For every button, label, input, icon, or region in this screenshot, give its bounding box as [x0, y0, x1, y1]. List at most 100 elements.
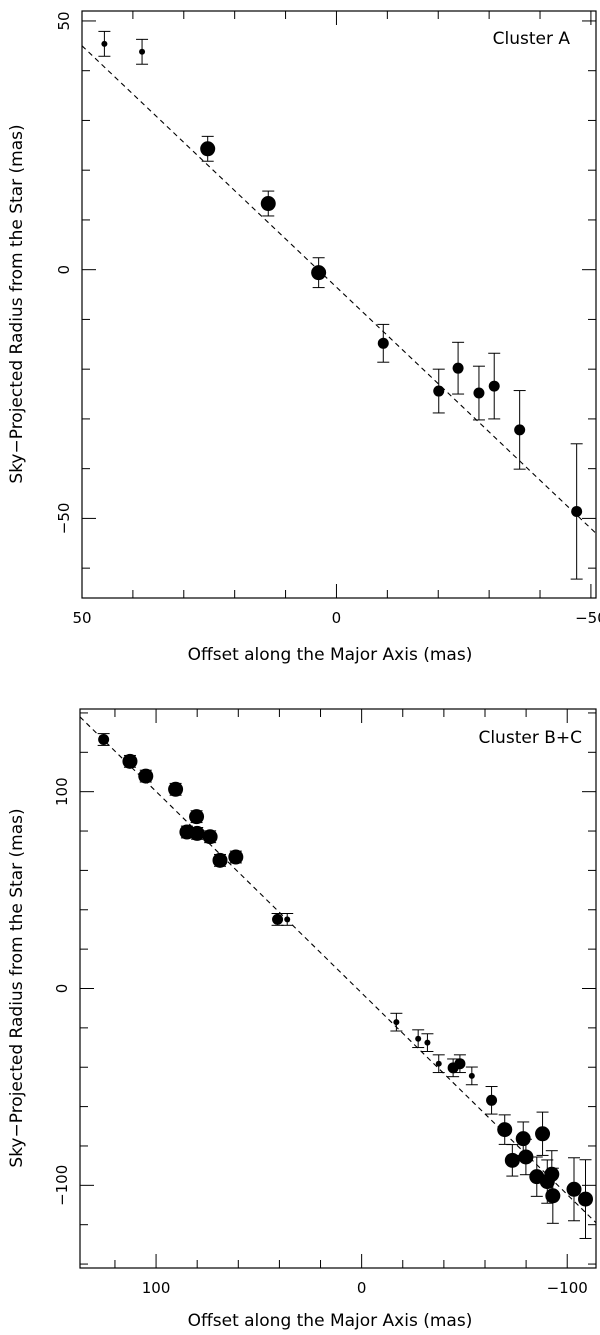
data-point	[138, 768, 154, 784]
data-point	[497, 1114, 513, 1145]
data-point	[421, 1033, 434, 1052]
point-marker	[433, 385, 445, 397]
data-point	[504, 1144, 520, 1177]
point-marker	[571, 505, 583, 517]
point-marker	[212, 852, 228, 868]
data-point	[570, 443, 583, 580]
data-point	[311, 257, 327, 289]
y-tick-label-0: 0	[53, 984, 71, 994]
point-marker	[311, 265, 327, 281]
point-marker	[454, 1058, 466, 1070]
point-marker	[228, 849, 244, 865]
point-marker	[189, 825, 205, 841]
point-marker	[488, 380, 500, 392]
panel-cluster-a: Cluster A Offset along the Major Axis (m…	[7, 10, 600, 665]
point-marker	[200, 141, 216, 157]
data-point	[168, 781, 184, 797]
panel-cluster-bc: Cluster B+C Offset along the Major Axis …	[7, 708, 597, 1331]
x-tick-label-100: 100	[142, 1279, 171, 1297]
point-marker	[544, 1166, 560, 1182]
y-tick-label-minus-50: −50	[55, 503, 73, 535]
plot-frame	[81, 10, 597, 599]
data-point	[465, 1066, 478, 1086]
x-tick-label-0: 0	[332, 609, 342, 627]
x-tick-label-minus-50: −50	[575, 609, 600, 627]
data-point	[535, 1111, 551, 1156]
fit-line	[79, 716, 597, 1224]
x-tick-label-minus-100: −100	[547, 1279, 588, 1297]
point-marker	[168, 781, 184, 797]
point-marker	[468, 1072, 475, 1079]
chart-title: Cluster A	[493, 29, 571, 49]
point-marker	[578, 1191, 594, 1207]
data-point	[212, 852, 228, 868]
point-marker	[415, 1035, 422, 1042]
data-point	[485, 1086, 498, 1115]
y-axis-label: Sky−Projected Radius from the Star (mas)	[7, 808, 27, 1167]
point-marker	[122, 753, 138, 769]
point-marker	[435, 1060, 442, 1067]
x-axis-label: Offset along the Major Axis (mas)	[188, 645, 473, 665]
data-point	[412, 1029, 425, 1049]
data-points	[98, 30, 583, 580]
point-marker	[138, 768, 154, 784]
data-point	[545, 1167, 561, 1224]
point-marker	[486, 1094, 498, 1106]
point-marker	[452, 362, 464, 374]
point-marker	[272, 913, 284, 925]
point-marker	[497, 1122, 513, 1138]
point-marker	[514, 424, 526, 436]
y-tick-label-minus-100: −100	[53, 1165, 71, 1206]
data-point	[452, 341, 465, 395]
point-marker	[284, 916, 291, 923]
point-marker	[189, 809, 205, 825]
y-tick-label-50: 50	[55, 11, 73, 30]
data-point	[578, 1159, 594, 1239]
tick-marks	[80, 709, 596, 1268]
x-tick-label-50: 50	[72, 609, 91, 627]
point-marker	[98, 734, 110, 746]
point-marker	[393, 1019, 400, 1026]
data-point	[200, 135, 216, 162]
point-marker	[101, 40, 108, 47]
data-point	[136, 38, 149, 65]
data-point	[122, 753, 138, 769]
data-point	[228, 849, 244, 865]
point-marker	[260, 196, 276, 212]
data-point	[488, 352, 501, 420]
point-marker	[202, 829, 218, 845]
x-tick-label-0: 0	[357, 1279, 367, 1297]
y-tick-label-100: 100	[53, 777, 71, 806]
point-marker	[424, 1039, 431, 1046]
data-point	[513, 390, 526, 470]
data-point	[260, 190, 276, 217]
data-point	[281, 913, 294, 926]
data-point	[566, 1157, 582, 1222]
data-point	[189, 825, 205, 841]
tick-marks	[81, 11, 596, 598]
y-axis-label: Sky−Projected Radius from the Star (mas)	[7, 124, 27, 483]
x-axis-label: Offset along the Major Axis (mas)	[188, 1311, 473, 1331]
y-tick-label-0: 0	[55, 265, 73, 275]
data-point	[377, 323, 390, 363]
data-point	[202, 829, 218, 845]
point-marker	[139, 48, 146, 55]
data-point	[97, 733, 110, 746]
data-points	[97, 733, 594, 1239]
point-marker	[566, 1181, 582, 1197]
data-point	[472, 365, 485, 421]
fit-line	[81, 45, 597, 534]
data-point	[390, 1012, 403, 1032]
data-point	[98, 30, 111, 57]
data-point	[432, 1054, 445, 1074]
data-point	[189, 809, 205, 825]
point-marker	[545, 1188, 561, 1204]
point-marker	[473, 387, 485, 399]
data-point	[432, 368, 445, 414]
point-marker	[518, 1149, 534, 1165]
data-point	[453, 1054, 466, 1074]
point-marker	[377, 337, 389, 349]
point-marker	[535, 1126, 551, 1142]
chart-title: Cluster B+C	[478, 728, 582, 748]
